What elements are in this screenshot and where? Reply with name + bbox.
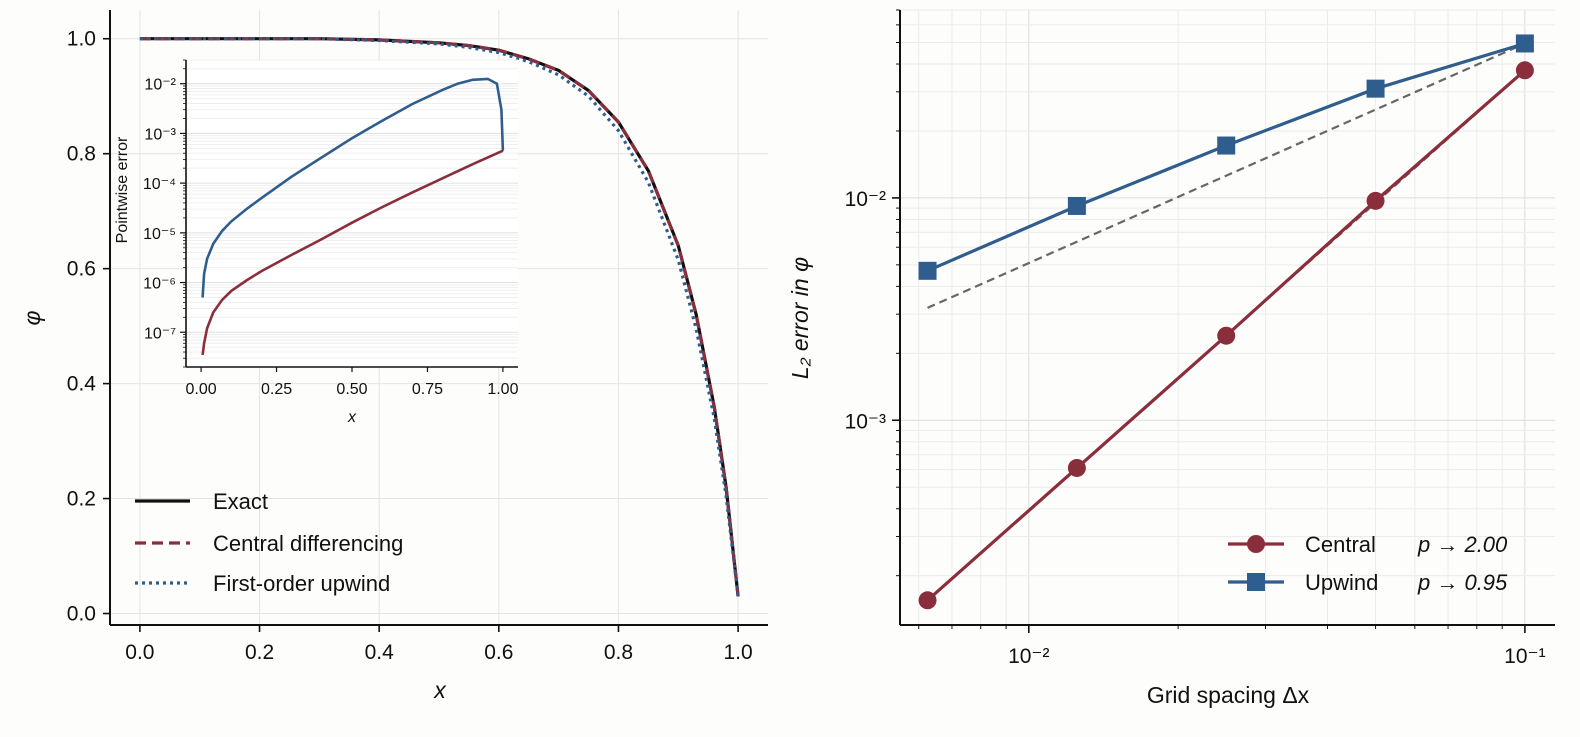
convergence-xlabel: Grid spacing Δx xyxy=(1147,682,1310,708)
inset-ytick-label: 10⁻³ xyxy=(144,126,176,143)
profile-xtick-label: 1.0 xyxy=(723,641,752,664)
profile-legend: Exact Central differencing First-order u… xyxy=(135,489,403,596)
profile-xlabel: x xyxy=(433,677,447,703)
profile-ytick-label: 1.0 xyxy=(67,28,96,51)
inset-ytick-label: 10⁻⁶ xyxy=(143,276,176,293)
inset-xtick-label: 0.00 xyxy=(186,381,217,398)
panel-profile: 0.0 0.2 0.4 0.6 0.8 1.0 0.0 0.2 0.4 0.6 0.8 1.0 x φ… xyxy=(19,10,768,703)
profile-xtick-label: 0.4 xyxy=(365,641,395,664)
profile-ytick-label: 0.2 xyxy=(67,488,96,511)
marker-central xyxy=(1067,458,1086,477)
convergence-ytick-label: 10⁻² xyxy=(845,188,886,211)
marker-upwind xyxy=(1515,34,1534,53)
marker-central xyxy=(1515,61,1534,80)
legend-label-central: Central differencing xyxy=(213,531,403,556)
inset-ytick-label: 10⁻⁵ xyxy=(143,226,176,243)
marker-central xyxy=(918,591,937,610)
marker-central xyxy=(1217,326,1236,345)
legend-marker-upwind-conv xyxy=(1247,573,1265,591)
legend-order-upwind: p → 0.95 xyxy=(1417,570,1508,595)
panel-convergence: 10⁻² 10⁻¹ 10⁻³ 10⁻² Grid spacing Δx L₂ erro… xyxy=(787,9,1555,708)
convergence-ylabel: L₂ error in φ xyxy=(787,257,813,379)
legend-label-upwind-conv: Upwind xyxy=(1305,570,1378,595)
profile-ytick-label: 0.4 xyxy=(67,373,97,396)
inset-xtick-label: 1.00 xyxy=(487,381,518,398)
convergence-ytick-label: 10⁻³ xyxy=(845,410,886,433)
inset-ylabel: Pointwise error xyxy=(114,136,131,243)
profile-ytick-label: 0.0 xyxy=(67,603,96,626)
marker-upwind xyxy=(1067,196,1086,215)
legend-label-upwind: First-order upwind xyxy=(213,571,390,596)
convergence-xtick-label: 10⁻¹ xyxy=(1504,645,1545,668)
inset-ytick-label: 10⁻⁴ xyxy=(143,176,176,193)
inset-xtick-label: 0.50 xyxy=(336,381,367,398)
profile-xtick-label: 0.0 xyxy=(125,641,154,664)
convergence-legend: Central p → 2.00 Upwind p → 0.95 xyxy=(1228,532,1508,595)
profile-xtick-label: 0.8 xyxy=(604,641,633,664)
inset-xtick-label: 0.75 xyxy=(412,381,443,398)
profile-ytick-label: 0.6 xyxy=(67,258,96,281)
inset-background xyxy=(186,60,518,367)
profile-xtick-label: 0.2 xyxy=(245,641,274,664)
legend-label-exact: Exact xyxy=(213,489,268,514)
legend-order-central: p → 2.00 xyxy=(1417,532,1508,557)
marker-upwind xyxy=(1366,79,1385,98)
inset-error-curve-0 xyxy=(201,77,505,298)
marker-upwind xyxy=(918,261,937,280)
legend-marker-central-conv xyxy=(1247,535,1265,553)
profile-series-first-order-upwind xyxy=(139,37,740,597)
inset-ytick-label: 10⁻⁷ xyxy=(144,325,176,342)
inset-xtick-label: 0.25 xyxy=(261,381,292,398)
convergence-xtick-label: 10⁻² xyxy=(1008,645,1049,668)
inset-error-curve-1 xyxy=(201,149,504,356)
reference-slope-line-0 xyxy=(927,42,1526,309)
marker-upwind xyxy=(1217,136,1236,155)
profile-xtick-label: 0.6 xyxy=(484,641,513,664)
inset-xlabel: x xyxy=(347,409,357,426)
legend-label-central-conv: Central xyxy=(1305,532,1376,557)
marker-central xyxy=(1366,191,1385,210)
inset-ytick-label: 10⁻² xyxy=(144,77,176,94)
inset-error-plot: 0.00 0.25 0.50 0.75 1.00 10⁻⁷ 10⁻⁶ 10⁻⁵ 10⁻⁴ 10⁻³… xyxy=(114,59,519,426)
profile-ylabel: φ xyxy=(19,310,45,325)
profile-ytick-label: 0.8 xyxy=(67,143,96,166)
convergence-line-upwind xyxy=(926,41,1526,273)
